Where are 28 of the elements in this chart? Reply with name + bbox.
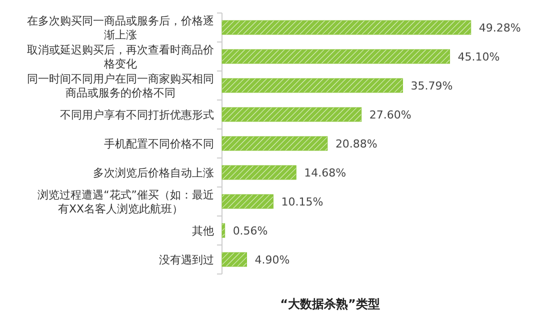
bar: [222, 107, 362, 122]
bar: [222, 194, 274, 209]
y-tick-label: 浏览过程遭遇“花式”催买（如：最近有XX名客人浏览此航班）: [38, 188, 214, 216]
data-label: 35.79%: [410, 79, 453, 92]
data-label: 45.10%: [458, 50, 500, 64]
y-tick-label: 不同用户享有不同打折优惠形式: [60, 108, 214, 122]
y-tick-label: 手机配置不同价格不同: [104, 137, 214, 150]
text: “大数据杀熟”类型: [280, 297, 380, 311]
bar: [222, 20, 472, 35]
data-label: 10.15%: [281, 195, 324, 208]
bar: [222, 49, 450, 64]
y-tick-label: 其他: [192, 224, 214, 238]
y-tick-label: 取消或延迟购买后，再次查看时商品价格变化: [27, 43, 214, 70]
data-label: 20.88%: [335, 137, 378, 150]
y-tick-label: 多次浏览后价格自动上涨: [93, 166, 214, 180]
y-tick-label: 在多次购买同一商品或服务后，价格逐渐上涨: [27, 14, 214, 42]
data-label: 0.56%: [232, 224, 268, 238]
y-tick-label: 同一时间不同用户在同一商家购买相同商品或服务的价格不同: [27, 72, 214, 100]
bar: [222, 252, 247, 267]
data-label: 49.28%: [478, 21, 521, 34]
bar: [222, 78, 403, 93]
data-label: 4.90%: [254, 253, 290, 266]
data-label: 14.68%: [304, 166, 346, 180]
bar: [222, 136, 328, 151]
bar: [222, 223, 226, 238]
data-label: 27.60%: [369, 108, 412, 122]
y-tick-label: 没有遇到过: [159, 253, 214, 266]
bar: [222, 165, 296, 180]
